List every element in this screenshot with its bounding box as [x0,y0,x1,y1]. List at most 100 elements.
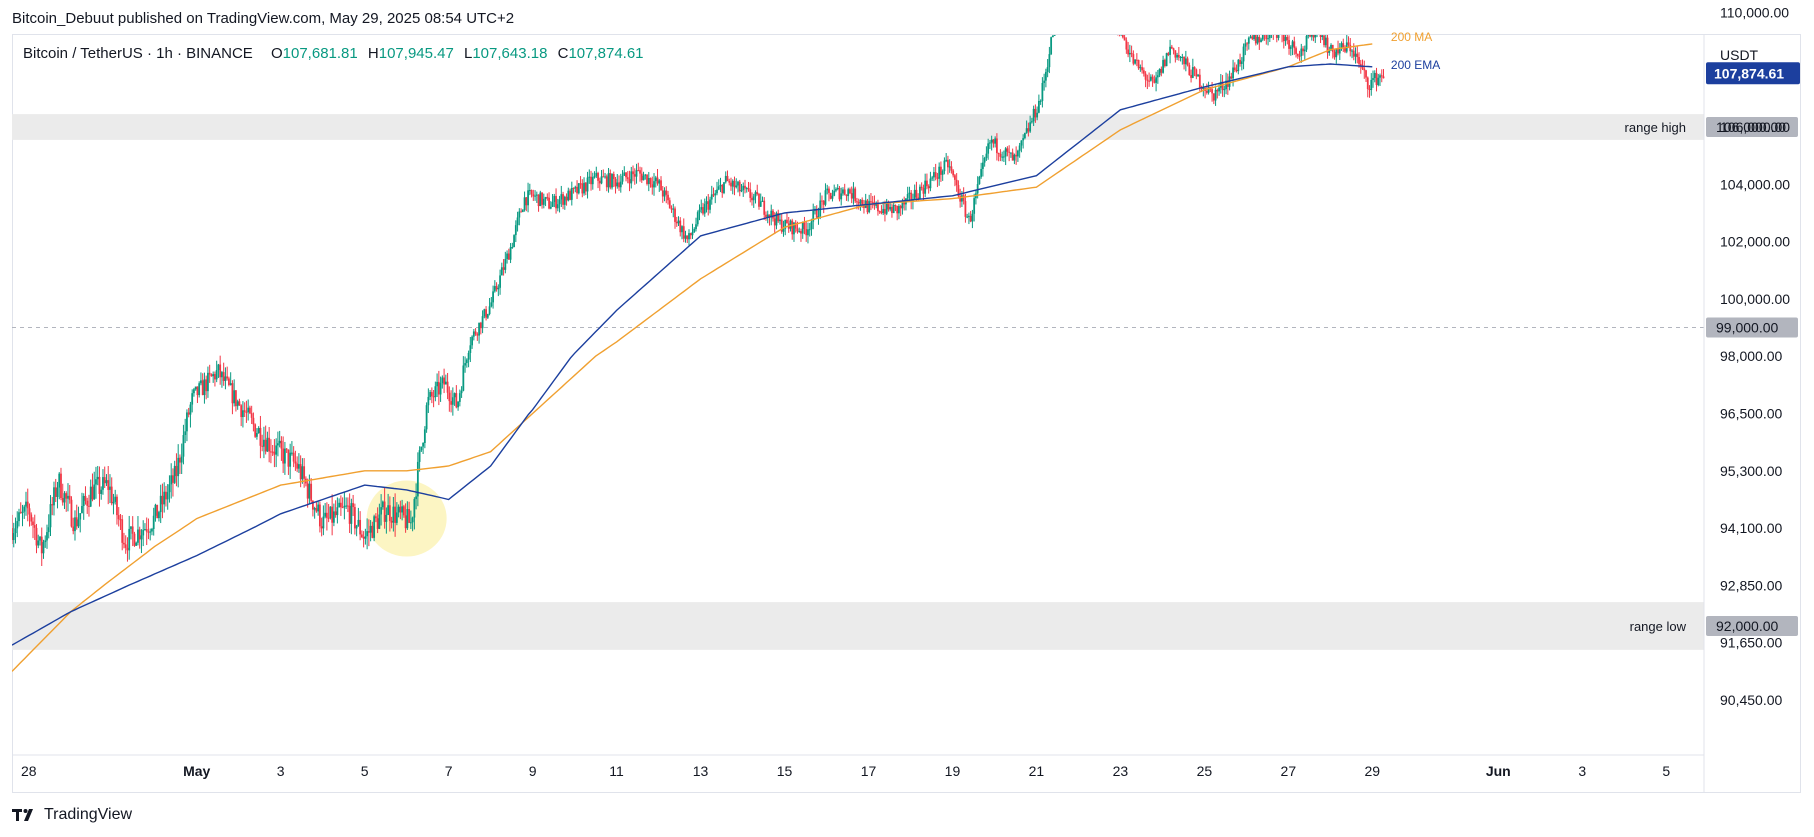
candle-body [1382,76,1385,79]
high-key: H [367,45,379,62]
candle-body [1186,58,1189,66]
candle-body [478,322,480,336]
candle-body [534,195,536,197]
candle-body [60,473,62,498]
candle-body [423,429,426,443]
candle-body [777,213,780,222]
candle-body [1141,67,1143,71]
symbol-name[interactable]: Bitcoin / TetherUS · 1h · BINANCE [23,45,253,62]
candle-body [318,504,321,527]
candle-body [751,197,753,201]
candle-body [245,411,248,413]
candle-body [142,529,145,536]
candle-body [493,286,496,292]
candle-body [983,157,986,163]
candle-body [425,405,428,430]
candle-body [465,359,468,364]
candle-body [401,506,404,513]
candle-body [263,439,265,447]
candle-body [707,201,710,210]
candle-body [77,519,80,527]
candle-body [198,383,201,396]
candle-body [121,519,124,543]
candle-body [334,511,337,516]
candle-body [207,372,209,392]
footer-brand[interactable]: TradingView [12,806,132,824]
candle-body [378,514,381,529]
candle-body [845,194,848,197]
candle-body [1181,56,1184,58]
candle-body [1001,156,1004,158]
candle-body [228,378,230,385]
candle-body [1288,40,1290,49]
candle-body [138,529,141,540]
candle-body [280,440,283,449]
candle-body [315,508,318,512]
candle-body [1162,59,1164,73]
candle-body [677,220,680,224]
candle-body [49,504,52,528]
candle-body [1030,121,1033,123]
candle-body [516,217,519,226]
candle-body [826,188,829,191]
candle-body [1351,50,1353,52]
candle-body [1146,79,1149,81]
time-axis: 28 May 3 5 7 9 11 13 15 17 19 21 23 25 27 29 Jun 3 5 [21,763,1670,779]
candle-body [371,525,374,538]
candle-body [1366,77,1369,90]
candle-body [187,412,190,415]
candle-body [1144,73,1147,80]
candle-body [698,209,701,213]
candle-body [268,437,271,452]
candle-body [226,376,229,379]
candle-body [761,200,764,202]
candle-body [663,190,666,197]
candle-body [98,476,101,494]
candle-body [180,456,183,463]
candle-body [1352,50,1355,57]
candle-body [992,139,995,144]
currency-label[interactable]: USDT [1720,47,1759,63]
candle-body [689,233,692,236]
candle-body [292,452,295,462]
candle-body [821,200,823,202]
candle-body [415,496,418,500]
candle-body [1256,36,1259,44]
candle-body [562,194,564,205]
candle-body [168,484,171,493]
candle-body [497,287,500,290]
candle-body [549,206,552,209]
candle-body [446,381,449,393]
candle-body [740,190,743,192]
level-label: range low [1630,619,1687,634]
candle-body [938,166,941,179]
candle-body [618,182,620,188]
candle-body [1260,39,1262,43]
candle-body [597,172,599,181]
candle-body [1324,37,1327,46]
candle-body [945,159,948,161]
candle-body [137,529,139,543]
candle-body [67,495,69,499]
price-tick-label: 94,100.00 [1720,520,1782,536]
candle-body [773,218,776,226]
candle-body [499,275,501,288]
candle-body [154,504,157,516]
candle-body [752,196,755,201]
candle-body [1009,152,1012,154]
candle-body [366,531,369,537]
candle-body [936,177,939,179]
candle-body [1053,35,1056,36]
candle-body [1293,41,1296,49]
last-price-tag-bg[interactable] [1706,62,1800,85]
candle-body [89,486,92,507]
candle-body [1331,44,1334,52]
indicators-layer [12,43,1373,672]
candle-body [843,189,846,195]
candle-body [742,185,745,191]
candle-body [222,372,225,381]
candle-body [364,536,367,539]
candle-body [1174,50,1177,58]
candle-body [850,193,853,199]
